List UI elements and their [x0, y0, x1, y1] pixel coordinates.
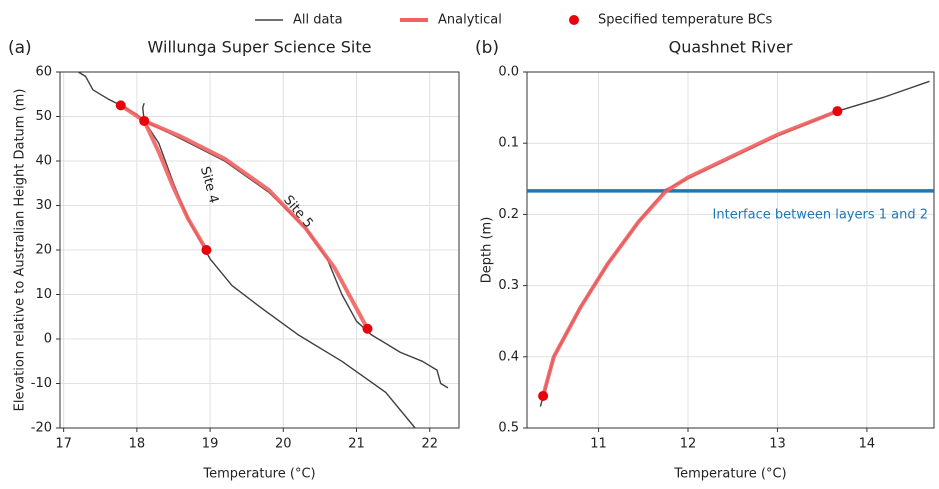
x-tick-label: 18: [129, 437, 146, 452]
site-annotation: Site 4: [197, 165, 221, 205]
x-tick-label: 13: [769, 437, 786, 452]
y-tick-label: 0: [44, 332, 52, 347]
x-tick-label: 22: [421, 437, 438, 452]
y-tick-label: 0.1: [498, 136, 519, 151]
y-tick-label: 0.2: [498, 207, 519, 222]
legend-label: All data: [293, 13, 343, 28]
y-tick-label: 10: [35, 287, 52, 302]
bc-point: [115, 100, 126, 111]
bc-point: [139, 115, 150, 126]
legend-marker: [569, 15, 579, 25]
legend-label: Analytical: [438, 13, 502, 28]
analytical-line: [119, 103, 370, 330]
y-tick-label: -20: [31, 421, 52, 436]
x-tick-label: 14: [859, 437, 876, 452]
plot-frame: [59, 71, 460, 429]
x-axis-label: Temperature (°C): [202, 467, 315, 482]
x-tick-label: 20: [275, 437, 292, 452]
y-tick-label: 40: [35, 154, 52, 169]
y-tick-label: 0.4: [498, 349, 519, 364]
bc-point: [538, 390, 549, 401]
x-tick-label: 17: [55, 437, 72, 452]
site-annotation: Site 5: [280, 193, 316, 231]
panel-title: Quashnet River: [669, 38, 793, 57]
bc-point: [201, 245, 212, 255]
interface-label: Interface between layers 1 and 2: [713, 207, 928, 222]
panel-title: Willunga Super Science Site: [148, 38, 372, 57]
panel-label: (b): [475, 38, 499, 58]
plot-frame: [526, 71, 935, 429]
bc-point: [832, 106, 843, 117]
y-tick-label: 60: [35, 65, 52, 80]
x-tick-label: 11: [590, 437, 607, 452]
bc-point: [362, 323, 373, 334]
x-axis-label: Temperature (°C): [673, 467, 786, 482]
y-tick-label: 20: [35, 243, 52, 258]
x-tick-label: 19: [202, 437, 219, 452]
y-tick-label: 0.3: [498, 278, 519, 293]
y-axis-label: Elevation relative to Australian Height …: [13, 89, 28, 412]
analytical-line: [541, 109, 839, 397]
panel-label: (a): [8, 38, 32, 58]
y-tick-label: 50: [35, 109, 52, 124]
y-tick-label: 30: [35, 198, 52, 213]
y-axis-label: Depth (m): [480, 217, 495, 284]
y-tick-label: -10: [31, 376, 52, 391]
x-tick-label: 12: [680, 437, 697, 452]
y-tick-label: 0.5: [498, 421, 519, 436]
legend-label: Specified temperature BCs: [598, 13, 772, 28]
x-tick-label: 21: [348, 437, 365, 452]
y-tick-label: 0.0: [498, 65, 519, 80]
